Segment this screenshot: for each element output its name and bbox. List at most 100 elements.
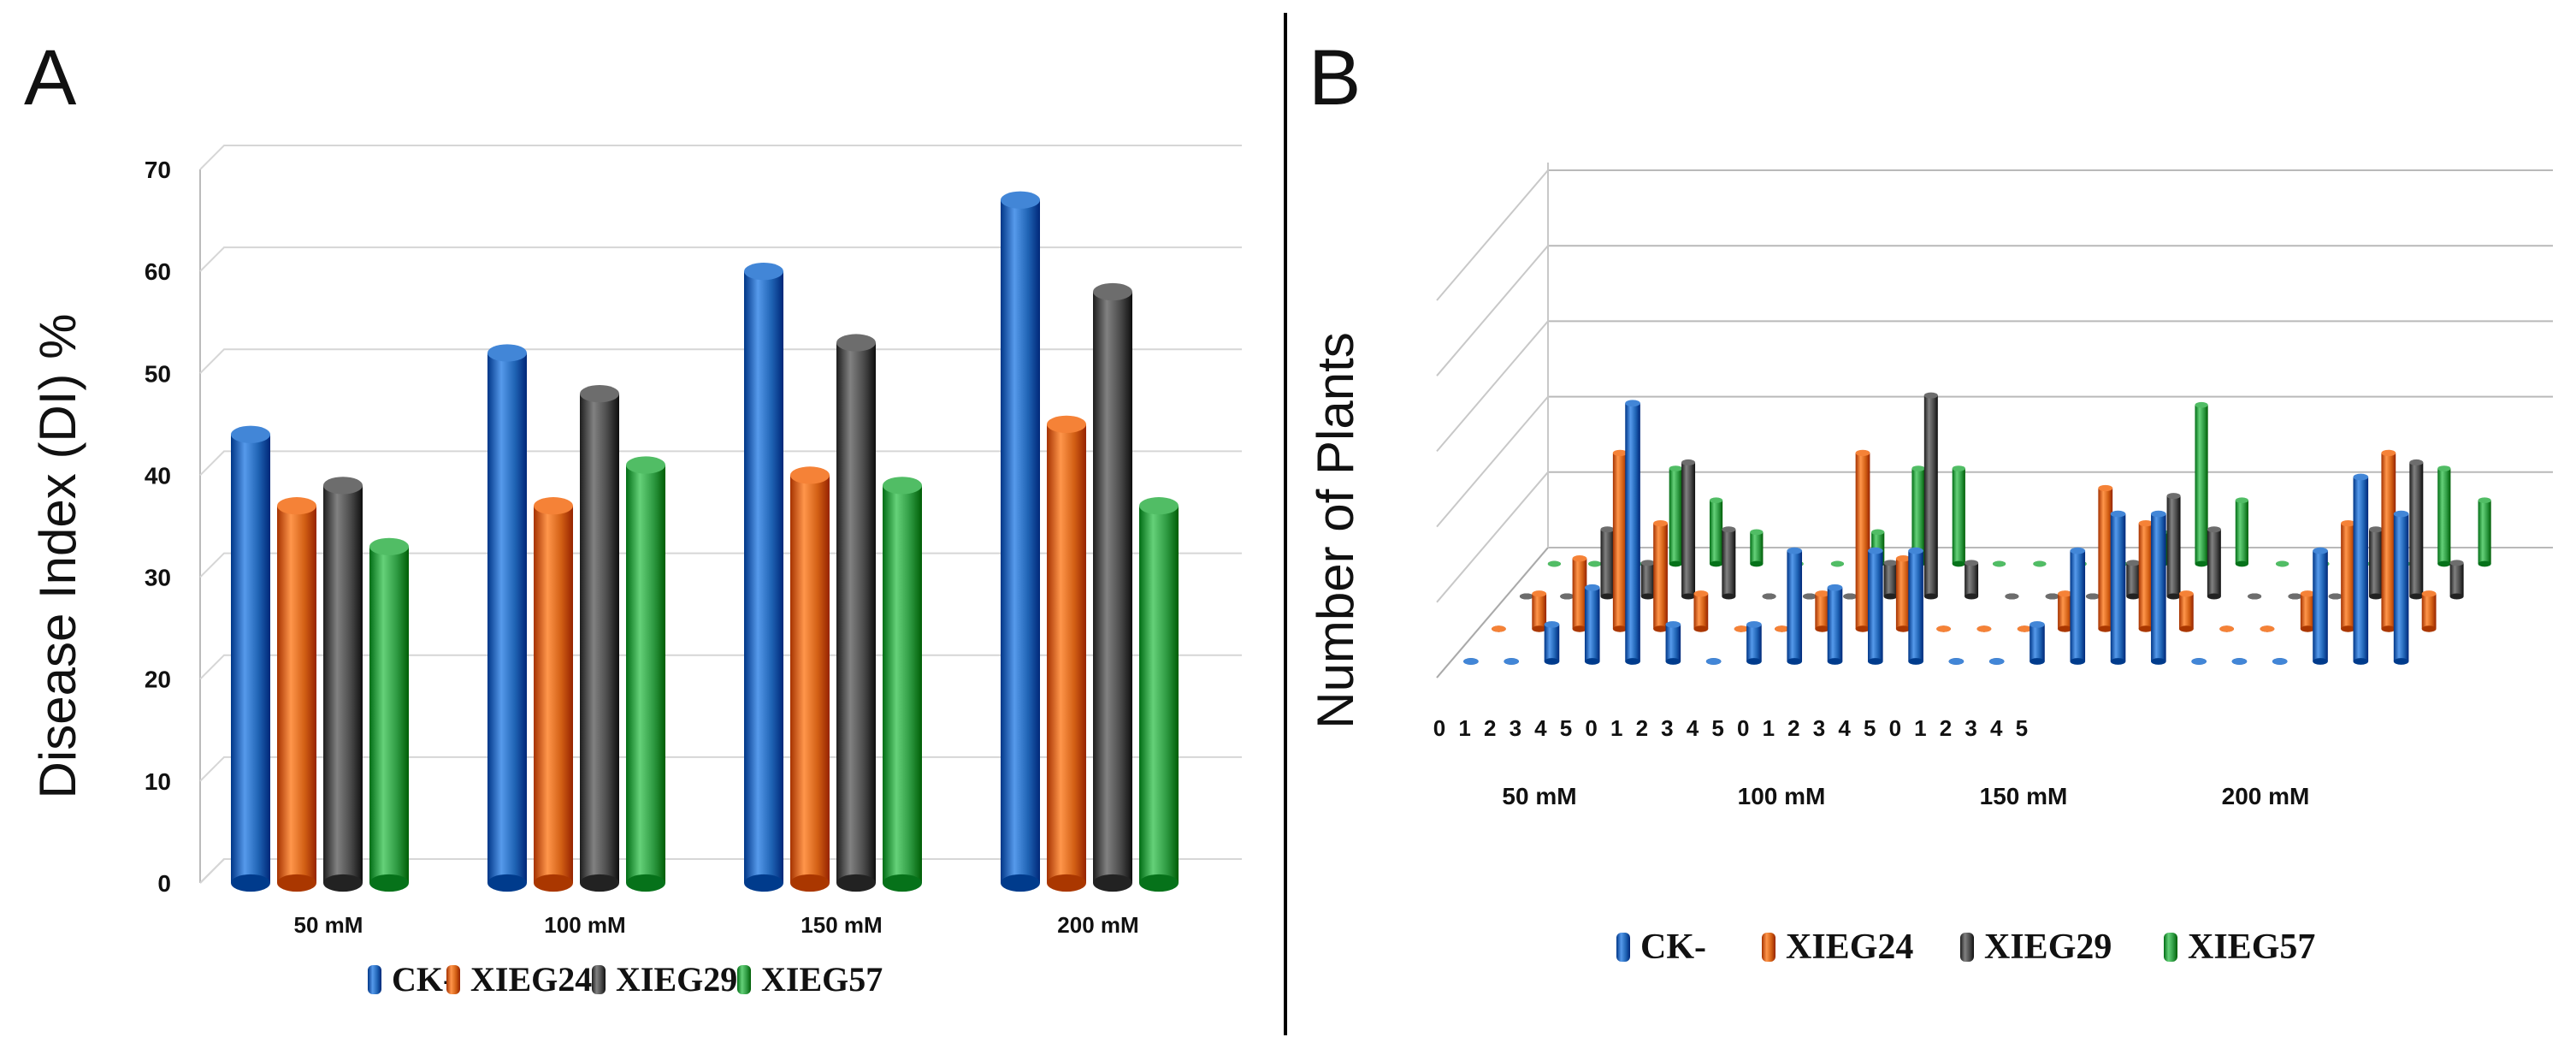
chart-a-legend-label: CK- bbox=[392, 960, 454, 999]
chart-a-gridline bbox=[199, 450, 1242, 477]
chart-b-bar bbox=[1868, 547, 1883, 665]
chart-b-bar bbox=[2191, 658, 2207, 665]
chart-b-x-tick: 5 bbox=[1864, 715, 1876, 741]
chart-b-bar bbox=[2381, 449, 2396, 632]
chart-b-legend-swatch bbox=[1960, 933, 1974, 962]
chart-b-bar bbox=[1669, 465, 1682, 567]
chart-a-legend-item: CK- bbox=[368, 960, 454, 999]
chart-a-legend-label: XIEG29 bbox=[616, 960, 737, 999]
chart-a-bar bbox=[487, 344, 527, 892]
chart-b-x-tick: 4 bbox=[1687, 715, 1699, 741]
chart-b-bar bbox=[1855, 449, 1870, 632]
chart-b-bar bbox=[1544, 621, 1560, 665]
chart-b-bar bbox=[2219, 625, 2235, 632]
chart-a: Disease Index (DI) % 0 10 20 30 40 50 60 70 50 … bbox=[29, 145, 1242, 999]
chart-b-bar bbox=[1883, 560, 1898, 600]
chart-b-group-label: 50 mM bbox=[1502, 783, 1576, 809]
chart-b-bar bbox=[2288, 593, 2302, 600]
chart-a-bar bbox=[534, 497, 573, 892]
chart-b-gridline bbox=[1436, 320, 1549, 453]
chart-b-bar bbox=[1976, 625, 1992, 632]
chart-b-bar bbox=[1584, 584, 1600, 665]
chart-b-bar bbox=[1532, 590, 1547, 632]
chart-b-bar bbox=[1709, 497, 1723, 567]
chart-b-x-tick: 1 bbox=[1458, 715, 1470, 741]
chart-a-gridline bbox=[199, 348, 1242, 374]
chart-b-bar bbox=[2005, 593, 2019, 600]
chart-b-bar bbox=[2235, 497, 2248, 567]
chart-b-bar bbox=[1908, 547, 1923, 665]
chart-a-gridline bbox=[199, 145, 1242, 170]
chart-b-gridline bbox=[1436, 245, 1549, 376]
chart-a-legend-swatch bbox=[592, 965, 606, 994]
chart-b-legend-item: XIEG24 bbox=[1762, 928, 1913, 967]
chart-b-bar bbox=[1775, 625, 1789, 632]
chart-b-bar bbox=[1722, 526, 1736, 600]
chart-b-x-tick: 2 bbox=[1636, 715, 1648, 741]
chart-a-grid bbox=[199, 145, 1242, 884]
chart-a-bar bbox=[1001, 191, 1040, 892]
chart-b-bar bbox=[1746, 621, 1762, 665]
chart-b-group-label: 150 mM bbox=[1980, 783, 2068, 809]
chart-a-legend-swatch bbox=[368, 965, 381, 994]
chart-b-bar bbox=[2478, 497, 2491, 567]
chart-a-legend-label: XIEG24 bbox=[470, 960, 592, 999]
chart-b-bar bbox=[2449, 560, 2464, 600]
chart-b-x-tick: 2 bbox=[1940, 715, 1952, 741]
chart-a-bar bbox=[744, 263, 783, 892]
chart-b-bar bbox=[2058, 590, 2072, 632]
chart-b-bar bbox=[1988, 658, 2005, 665]
chart-a-bar bbox=[626, 456, 665, 892]
chart-b-x-tick: 5 bbox=[1711, 715, 1723, 741]
chart-b-legend: CK- XIEG24 XIEG29 XIEG57 bbox=[1616, 928, 2315, 967]
chart-b-x-tick: 2 bbox=[1484, 715, 1496, 741]
chart-b-bar bbox=[1572, 555, 1587, 632]
chart-b-bar bbox=[2126, 560, 2141, 600]
chart-b-legend-item: CK- bbox=[1616, 928, 1706, 967]
chart-b-legend-label: CK- bbox=[1640, 928, 1706, 967]
chart-b-bar bbox=[1948, 658, 1964, 665]
chart-b-bar bbox=[1936, 625, 1951, 632]
chart-a-x-tick: 100 mM bbox=[544, 912, 625, 938]
chart-b-bar bbox=[1504, 658, 1519, 665]
chart-b-x-tick: 0 bbox=[1737, 715, 1749, 741]
chart-a-legend-swatch bbox=[737, 965, 751, 994]
chart-b-x-tick: 3 bbox=[1964, 715, 1976, 741]
chart-b-legend-swatch bbox=[2164, 933, 2177, 962]
chart-a-bar bbox=[836, 334, 876, 892]
chart-b-bar bbox=[1463, 658, 1479, 665]
chart-b-bar bbox=[1600, 526, 1615, 600]
chart-b-bar bbox=[1895, 555, 1911, 632]
chart-b-bar bbox=[1787, 547, 1803, 665]
chart-b-bar bbox=[2231, 658, 2248, 665]
chart-a-y-label: Disease Index (DI) % bbox=[29, 314, 86, 799]
chart-b-bar bbox=[1705, 658, 1722, 665]
chart-a-y-tick: 60 bbox=[145, 258, 171, 285]
chart-b-bar bbox=[1612, 449, 1628, 632]
chart-a-y-tick: 10 bbox=[145, 768, 171, 795]
chart-b-bar bbox=[1843, 593, 1858, 600]
chart-a-legend-label: XIEG57 bbox=[761, 960, 883, 999]
chart-a-y-ticks: 0 10 20 30 40 50 60 70 bbox=[145, 157, 171, 897]
chart-b-x-tick: 4 bbox=[1990, 715, 2003, 741]
chart-b-bar bbox=[2341, 519, 2355, 632]
chart-b-x-tick: 5 bbox=[2016, 715, 2028, 741]
chart-b-gridline bbox=[1436, 471, 1549, 603]
chart-b-bar bbox=[2207, 526, 2221, 600]
chart-a-y-tick: 40 bbox=[145, 462, 171, 489]
chart-a-legend-item: XIEG29 bbox=[592, 960, 737, 999]
chart-a-bar bbox=[277, 497, 316, 892]
chart-a-bar bbox=[580, 384, 619, 892]
chart-b-bar bbox=[2195, 401, 2208, 567]
chart-a-legend: CK- XIEG24 XIEG29 XIEG57 bbox=[368, 960, 883, 999]
chart-a-bars bbox=[231, 191, 1179, 892]
chart-a-bar bbox=[883, 477, 922, 892]
chart-b-bar bbox=[2029, 621, 2045, 665]
chart-a-x-tick: 200 mM bbox=[1057, 912, 1138, 938]
chart-b-legend-item: XIEG57 bbox=[2164, 928, 2315, 967]
chart-a-gridline bbox=[199, 246, 1242, 272]
chart-a-bar bbox=[790, 466, 830, 892]
chart-b-x-tick: 0 bbox=[1889, 715, 1901, 741]
chart-b-bar bbox=[2178, 590, 2194, 632]
chart-a-x-tick: 50 mM bbox=[294, 912, 363, 938]
